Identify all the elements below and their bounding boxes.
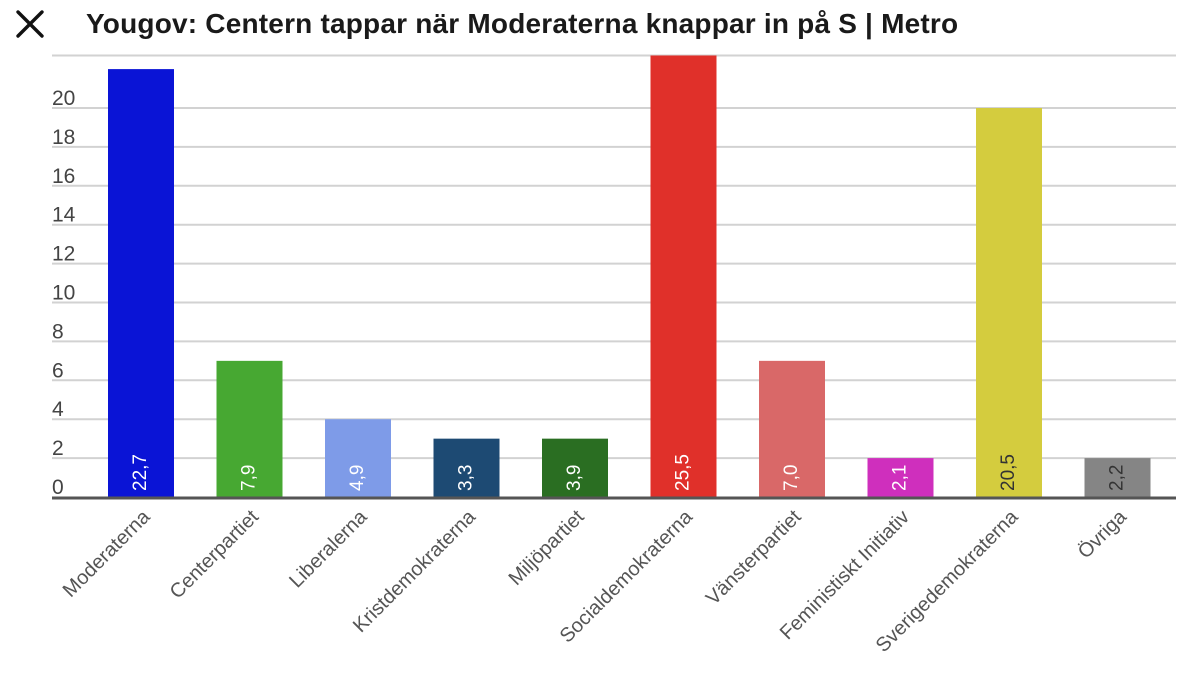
- bar-value-label: 2,2: [1107, 465, 1128, 491]
- x-category-label: Övriga: [1074, 505, 1132, 563]
- bar-value-label: 3,9: [564, 465, 585, 491]
- bar-value-label: 20,5: [998, 454, 1019, 491]
- header-bar: Yougov: Centern tappar när Moderaterna k…: [0, 0, 1200, 50]
- bar-value-label: 4,9: [347, 465, 368, 491]
- bar-value-label: 7,9: [239, 465, 260, 491]
- close-icon: [16, 10, 44, 38]
- x-axis-categories: Moderaterna Centerpartiet LiberalernaKrist…: [59, 505, 1132, 656]
- bar-value-label: 2,1: [890, 465, 911, 491]
- y-tick-label: 8: [52, 320, 64, 343]
- bar: [976, 108, 1042, 497]
- y-tick-label: 14: [52, 204, 76, 227]
- y-axis-ticks: 0 2 4 6 8 10 12 14 16 18 20: [52, 87, 76, 499]
- bar: [433, 438, 500, 497]
- bar-value-label: 22,7: [130, 454, 151, 491]
- x-category-label: Moderaterna: [59, 505, 155, 601]
- y-tick-label: 12: [52, 243, 75, 266]
- page-title: Yougov: Centern tappar när Moderaterna k…: [86, 8, 959, 39]
- y-tick-label: 6: [52, 359, 64, 382]
- close-button[interactable]: [14, 8, 46, 40]
- bar: [542, 438, 608, 497]
- bar: [867, 458, 934, 497]
- y-tick-label: 0: [52, 476, 64, 499]
- x-category-label: Liberalerna: [285, 505, 372, 592]
- bar: [216, 360, 283, 497]
- bar: [759, 360, 825, 497]
- x-category-label: Centerpartiet: [166, 506, 264, 604]
- bar: [325, 419, 391, 497]
- x-category-label: Vänsterpartiet: [702, 506, 806, 610]
- bar: [108, 69, 174, 497]
- x-category-label: Kristdemokraterna: [349, 505, 481, 637]
- bar: [650, 55, 717, 498]
- y-tick-label: 16: [52, 165, 75, 188]
- x-category-label: Miljöpartiet: [505, 506, 589, 590]
- chart-bars: [108, 55, 1151, 498]
- y-tick-label: 18: [52, 126, 75, 149]
- bar-value-labels: 22,7 7,9 4,9 3,3 3,9 25,5 7,0 2,1 20,5 2,2: [130, 454, 1128, 491]
- bar-value-label: 25,5: [673, 454, 694, 491]
- bar-value-label: 7,0: [781, 465, 802, 491]
- y-tick-label: 10: [52, 282, 75, 305]
- y-tick-label: 2: [52, 437, 64, 460]
- bar-value-label: 3,3: [456, 465, 477, 491]
- bar: [1084, 458, 1151, 497]
- y-tick-label: 4: [52, 398, 64, 421]
- y-tick-label: 20: [52, 87, 75, 110]
